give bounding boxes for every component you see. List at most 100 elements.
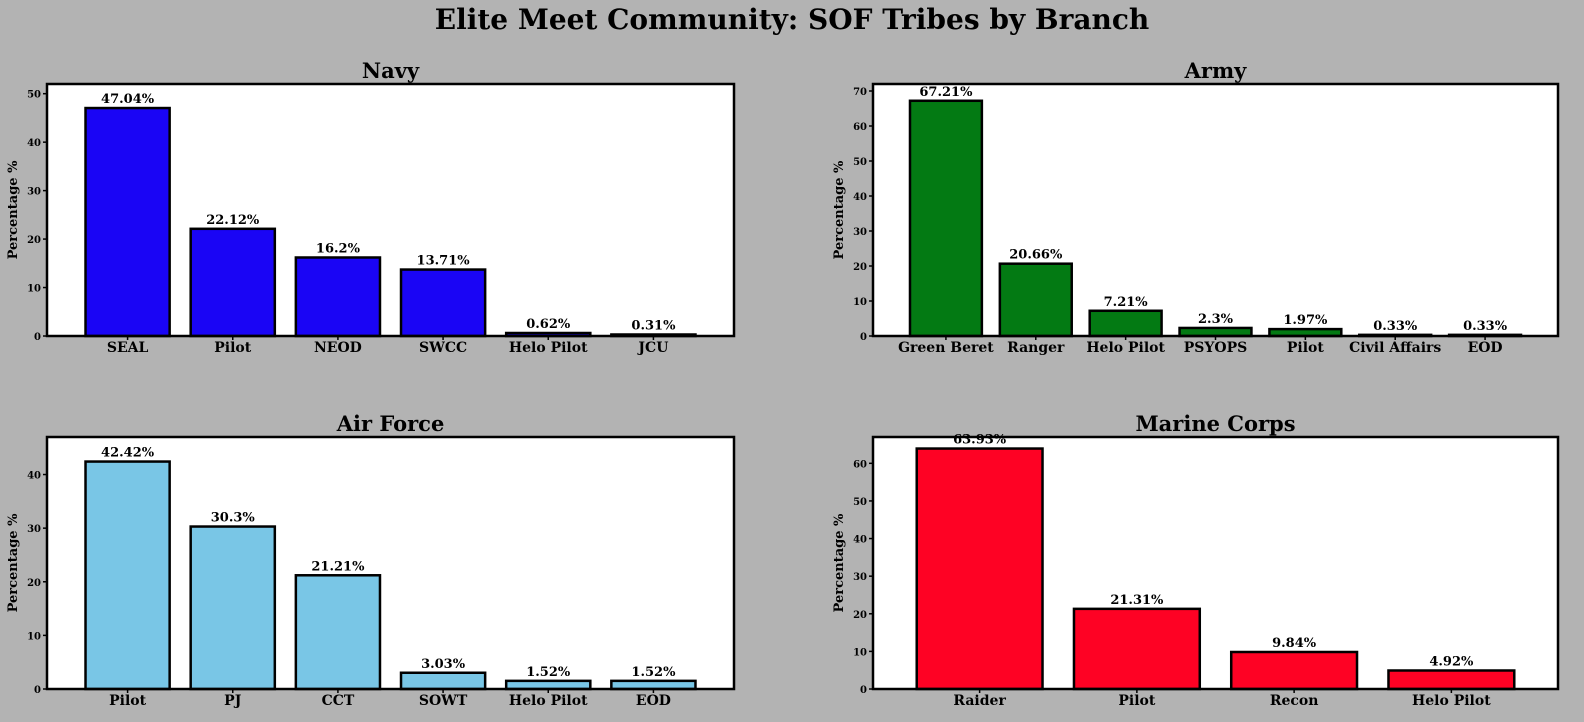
y-tick-label: 40 xyxy=(27,471,41,482)
data-label: 30.3% xyxy=(211,511,256,526)
y-tick-label: 0 xyxy=(34,332,41,343)
y-tick-label: 60 xyxy=(853,122,867,133)
plot-area xyxy=(873,84,1558,336)
y-tick-label: 60 xyxy=(853,459,867,470)
x-tick-label: Pilot xyxy=(1118,693,1156,709)
x-tick-label: EOD xyxy=(1468,340,1503,356)
plot-frame xyxy=(45,82,736,338)
subplot-title: Air Force xyxy=(336,411,445,436)
y-tick-label: 70 xyxy=(853,87,867,98)
plot-frame xyxy=(871,435,1560,691)
x-tick-label: Green Beret xyxy=(898,340,994,356)
y-tick-label: 30 xyxy=(853,227,867,238)
data-label: 0.33% xyxy=(1463,319,1508,334)
data-label: 0.31% xyxy=(631,318,676,333)
x-tick-label: Helo Pilot xyxy=(1086,340,1165,356)
plot-frame xyxy=(45,435,736,691)
plot-frame xyxy=(871,82,1560,338)
bar xyxy=(998,262,1073,338)
y-tick-label: 0 xyxy=(860,332,867,343)
x-tick-label: Raider xyxy=(953,693,1006,709)
bar xyxy=(915,447,1044,691)
data-label: 9.84% xyxy=(1272,636,1317,651)
subplot-navy: Navy Percentage % 0 10 20 30 40 50 47.04% SEAL 22.… xyxy=(6,58,736,356)
x-tick-label: NEOD xyxy=(314,340,362,356)
subplot-title: Army xyxy=(1184,58,1248,83)
subplot-title: Marine Corps xyxy=(1135,411,1295,436)
data-label: 1.52% xyxy=(631,665,676,680)
data-label: 42.42% xyxy=(101,446,155,461)
y-tick-label: 40 xyxy=(853,192,867,203)
data-label: 7.21% xyxy=(1104,295,1149,310)
y-tick-label: 20 xyxy=(853,262,867,273)
data-label: 22.12% xyxy=(206,213,260,228)
y-tick-label: 30 xyxy=(27,187,41,198)
x-tick-label: SWCC xyxy=(419,340,467,356)
subplot-army: Army Percentage % 0 10 20 30 40 50 60 70 67.21% Gre… xyxy=(832,58,1560,356)
data-label: 3.03% xyxy=(421,657,466,672)
bar xyxy=(84,460,171,691)
x-tick-label: Pilot xyxy=(109,693,147,709)
subplot-title: Navy xyxy=(362,58,420,83)
y-axis-label: Percentage % xyxy=(6,513,21,612)
bar xyxy=(189,525,277,691)
x-tick-label: Helo Pilot xyxy=(509,340,588,356)
y-tick-label: 30 xyxy=(853,572,867,583)
y-tick-label: 20 xyxy=(27,235,41,246)
figure-title: Elite Meet Community: SOF Tribes by Bran… xyxy=(434,3,1150,36)
y-tick-label: 10 xyxy=(27,284,41,295)
bar xyxy=(1229,650,1359,691)
x-tick-label: PSYOPS xyxy=(1184,340,1247,356)
bar xyxy=(84,106,171,338)
data-label: 67.21% xyxy=(919,85,973,100)
x-tick-label: Pilot xyxy=(214,340,252,356)
y-tick-label: 50 xyxy=(27,90,41,101)
x-tick-label: Helo Pilot xyxy=(509,693,588,709)
bar xyxy=(1387,669,1516,691)
data-label: 0.33% xyxy=(1373,319,1418,334)
y-tick-label: 10 xyxy=(27,631,41,642)
data-label: 4.92% xyxy=(1429,654,1474,669)
subplot-marine-corps: Marine Corps Percentage % 0 10 20 30 40 50 60 63.… xyxy=(832,411,1560,709)
y-tick-label: 10 xyxy=(853,647,867,658)
x-tick-label: SEAL xyxy=(107,340,149,356)
data-label: 13.71% xyxy=(417,254,471,269)
x-tick-label: SOWT xyxy=(419,693,468,709)
data-label: 1.52% xyxy=(526,665,571,680)
x-tick-label: Helo Pilot xyxy=(1412,693,1491,709)
data-label: 21.31% xyxy=(1110,593,1164,608)
y-axis-label: Percentage % xyxy=(832,513,847,612)
y-tick-label: 50 xyxy=(853,157,867,168)
x-tick-label: Pilot xyxy=(1287,340,1325,356)
data-label: 0.62% xyxy=(526,317,571,332)
data-label: 16.2% xyxy=(316,241,361,256)
bar xyxy=(1088,309,1163,338)
x-tick-label: Civil Affairs xyxy=(1349,340,1441,356)
y-tick-label: 20 xyxy=(853,610,867,621)
x-tick-label: Recon xyxy=(1270,693,1319,709)
y-tick-label: 0 xyxy=(34,685,41,696)
subplot-air-force: Air Force Percentage % 0 10 20 30 40 42.42% Pilo… xyxy=(6,411,736,709)
x-tick-label: JCU xyxy=(636,340,668,356)
y-tick-label: 40 xyxy=(853,535,867,546)
bar xyxy=(1072,607,1202,691)
y-axis-label: Percentage % xyxy=(832,160,847,259)
y-tick-label: 30 xyxy=(27,524,41,535)
data-label: 47.04% xyxy=(101,92,155,107)
y-axis-label: Percentage % xyxy=(6,160,21,259)
bar xyxy=(908,99,984,338)
bar xyxy=(399,268,487,338)
y-tick-label: 0 xyxy=(860,685,867,696)
x-tick-label: CCT xyxy=(322,693,355,709)
data-label: 20.66% xyxy=(1009,248,1063,263)
data-label: 63.93% xyxy=(953,433,1007,448)
y-tick-label: 20 xyxy=(27,578,41,589)
bar xyxy=(399,671,487,691)
y-tick-label: 40 xyxy=(27,138,41,149)
y-tick-label: 10 xyxy=(853,297,867,308)
data-label: 21.21% xyxy=(311,559,365,574)
bar xyxy=(294,256,382,338)
y-tick-label: 50 xyxy=(853,497,867,508)
bar xyxy=(189,227,277,338)
